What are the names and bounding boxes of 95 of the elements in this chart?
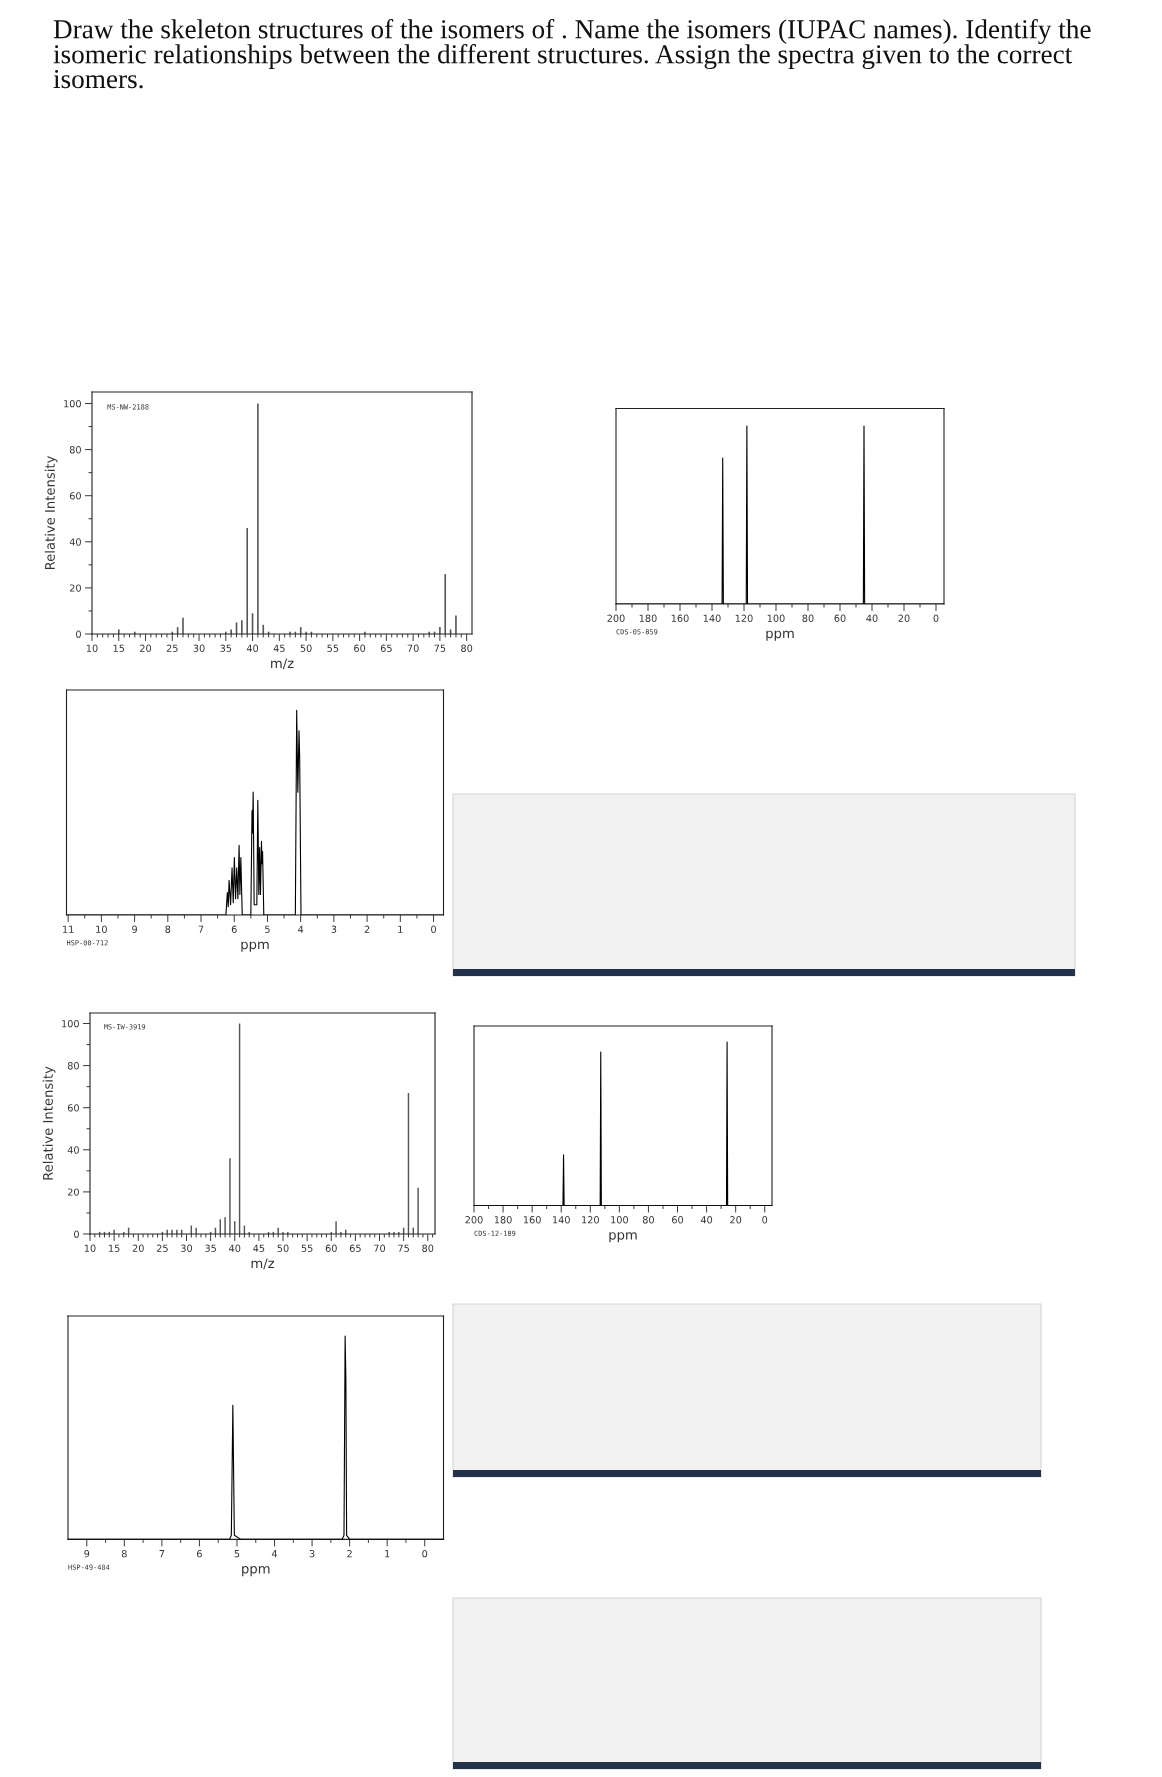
y-tick-label: 0 bbox=[76, 630, 81, 638]
y-axis-title: Relative Intensity bbox=[42, 1066, 56, 1180]
x-tick-label: 80 bbox=[422, 1244, 434, 1252]
x-tick-label: 140 bbox=[703, 614, 721, 622]
x-tick-label: 60 bbox=[354, 644, 366, 652]
y-tick-label: 40 bbox=[67, 1146, 79, 1154]
x-tick-label: 40 bbox=[866, 614, 878, 622]
x-tick-label: 3 bbox=[309, 1549, 315, 1558]
x-tick-label: 30 bbox=[181, 1244, 193, 1252]
x-tick-label: 40 bbox=[700, 1216, 713, 1224]
x-tick-label: 3 bbox=[331, 925, 337, 933]
x-tick-label: 65 bbox=[380, 644, 392, 652]
x-tick-label: 200 bbox=[465, 1216, 483, 1224]
x-tick-label: 60 bbox=[834, 614, 846, 622]
x-tick-label: 2 bbox=[347, 1549, 352, 1558]
x-tick-label: 200 bbox=[607, 614, 625, 622]
x-tick-label: 8 bbox=[121, 1549, 127, 1558]
x-tick-label: 40 bbox=[246, 644, 259, 652]
x-tick-label: 45 bbox=[253, 1244, 265, 1252]
x-axis-title: ppm bbox=[766, 630, 794, 641]
x-tick-label: 7 bbox=[198, 925, 204, 933]
x-tick-label: 10 bbox=[86, 644, 98, 652]
x-tick-label: 120 bbox=[582, 1216, 599, 1224]
text: Draw the skeleton structures of the isomers of . Name the isomers (IUPAC names). Identify the isomeric relationships between the different structures. Assign the spectra given to the correct isomers. bbox=[53, 19, 1091, 89]
x-tick-label: 11 bbox=[63, 925, 74, 933]
x-tick-label: 6 bbox=[197, 1549, 202, 1558]
x-tick-label: 10 bbox=[84, 1244, 96, 1252]
x-tick-label: 9 bbox=[84, 1549, 90, 1558]
x-axis-title: m/z bbox=[271, 658, 294, 670]
y-tick-label: 60 bbox=[69, 492, 81, 500]
x-tick-label: 0 bbox=[933, 614, 939, 622]
x-tick-label: 40 bbox=[229, 1244, 241, 1252]
x-tick-label: 50 bbox=[277, 1244, 289, 1252]
x-tick-label: 80 bbox=[802, 614, 814, 622]
x-tick-label: 160 bbox=[671, 614, 689, 622]
x-tick-label: 20 bbox=[140, 644, 152, 652]
x-tick-label: 60 bbox=[325, 1244, 337, 1252]
x-tick-label: 65 bbox=[349, 1244, 361, 1252]
x-tick-label: 0 bbox=[431, 925, 436, 933]
x-tick-label: 75 bbox=[398, 1244, 409, 1252]
x-tick-label: 25 bbox=[156, 1244, 168, 1252]
y-axis-title: Relative Intensity bbox=[44, 455, 58, 570]
x-tick-label: 1 bbox=[385, 1550, 390, 1558]
x-axis-title: ppm bbox=[609, 1232, 637, 1243]
x-tick-label: 55 bbox=[301, 1244, 313, 1252]
x-tick-label: 75 bbox=[434, 644, 446, 652]
x-tick-label: 180 bbox=[494, 1216, 512, 1224]
x-tick-label: 5 bbox=[234, 1550, 240, 1558]
x-tick-label: 20 bbox=[730, 1216, 742, 1224]
y-tick-label: 20 bbox=[67, 1188, 79, 1196]
y-tick-label: 20 bbox=[69, 584, 81, 592]
x-tick-label: 50 bbox=[300, 644, 312, 652]
x-tick-label: 80 bbox=[642, 1216, 654, 1224]
x-tick-label: 35 bbox=[220, 644, 232, 652]
x-tick-label: 8 bbox=[165, 925, 171, 933]
x-tick-label: 80 bbox=[461, 644, 473, 652]
x-tick-label: 2 bbox=[364, 925, 370, 933]
x-tick-label: 100 bbox=[611, 1216, 628, 1224]
x-tick-label: 10 bbox=[96, 925, 107, 933]
x-tick-label: 70 bbox=[374, 1244, 386, 1252]
x-tick-label: 7 bbox=[159, 1550, 165, 1558]
x-tick-label: 1 bbox=[398, 925, 403, 933]
x-tick-label: 100 bbox=[767, 614, 785, 622]
x-tick-label: 120 bbox=[735, 614, 753, 622]
x-tick-label: 25 bbox=[166, 644, 178, 652]
y-tick-label: 80 bbox=[67, 1062, 79, 1070]
x-tick-label: 30 bbox=[193, 644, 205, 652]
x-axis-title: ppm bbox=[242, 1566, 270, 1577]
y-tick-label: 80 bbox=[69, 446, 81, 454]
x-tick-label: 15 bbox=[113, 644, 125, 652]
y-tick-label: 60 bbox=[67, 1104, 79, 1112]
x-tick-label: 180 bbox=[639, 614, 657, 622]
x-tick-label: 4 bbox=[298, 925, 304, 933]
x-tick-label: 20 bbox=[132, 1244, 144, 1252]
x-tick-label: 9 bbox=[132, 925, 137, 933]
x-axis-title: m/z bbox=[251, 1258, 275, 1270]
x-tick-label: 45 bbox=[273, 644, 285, 652]
y-tick-label: 40 bbox=[69, 538, 81, 546]
x-tick-label: 15 bbox=[109, 1244, 120, 1252]
x-tick-label: 160 bbox=[523, 1216, 541, 1224]
x-tick-label: 140 bbox=[553, 1216, 570, 1224]
y-tick-label: 100 bbox=[62, 1020, 79, 1028]
x-tick-label: 55 bbox=[327, 644, 339, 652]
x-tick-label: 35 bbox=[205, 1244, 216, 1252]
x-tick-label: 0 bbox=[422, 1549, 428, 1558]
x-tick-label: 20 bbox=[898, 614, 910, 622]
x-tick-label: 6 bbox=[231, 925, 237, 933]
x-axis-title: ppm bbox=[241, 941, 269, 952]
x-tick-label: 60 bbox=[672, 1216, 684, 1224]
y-tick-label: 100 bbox=[64, 400, 81, 408]
x-tick-label: 70 bbox=[407, 644, 419, 652]
x-tick-label: 0 bbox=[762, 1216, 768, 1224]
x-tick-label: 4 bbox=[271, 1550, 278, 1558]
y-tick-label: 0 bbox=[74, 1230, 79, 1238]
x-tick-label: 5 bbox=[265, 925, 270, 933]
